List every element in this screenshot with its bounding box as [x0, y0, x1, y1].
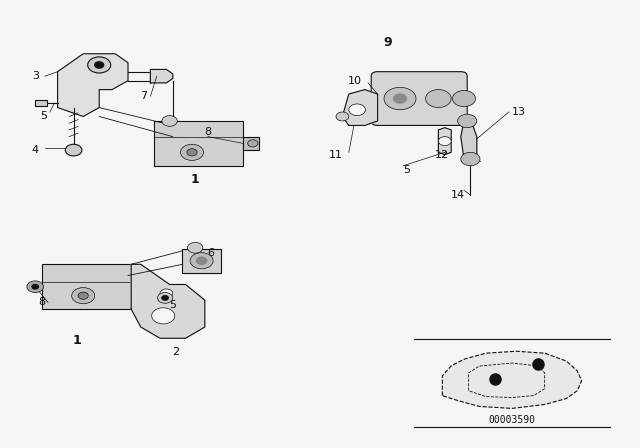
Polygon shape: [131, 264, 205, 338]
Bar: [35, 100, 47, 106]
Text: 11: 11: [329, 150, 343, 159]
Circle shape: [190, 253, 213, 269]
Text: 14: 14: [451, 190, 465, 200]
Text: 1: 1: [191, 172, 200, 186]
Circle shape: [394, 94, 406, 103]
Circle shape: [349, 104, 365, 116]
Bar: [243, 137, 259, 150]
Text: 5: 5: [170, 300, 176, 310]
Text: 1: 1: [72, 334, 81, 347]
Text: 3: 3: [32, 71, 38, 81]
Polygon shape: [461, 119, 477, 161]
Circle shape: [452, 90, 476, 107]
Circle shape: [65, 144, 82, 156]
Text: 8: 8: [204, 127, 212, 137]
Circle shape: [88, 57, 111, 73]
Circle shape: [78, 292, 88, 299]
Text: 9: 9: [383, 36, 392, 49]
Text: 6: 6: [208, 248, 214, 258]
Circle shape: [160, 289, 173, 298]
Circle shape: [458, 114, 477, 128]
FancyBboxPatch shape: [42, 264, 131, 309]
Text: 10: 10: [348, 76, 362, 86]
Circle shape: [95, 62, 104, 68]
FancyBboxPatch shape: [154, 121, 243, 166]
Circle shape: [196, 257, 207, 264]
Text: 8: 8: [38, 297, 45, 307]
FancyBboxPatch shape: [371, 72, 467, 125]
Circle shape: [187, 149, 197, 156]
Circle shape: [248, 140, 258, 147]
Circle shape: [72, 288, 95, 304]
Circle shape: [426, 90, 451, 108]
Circle shape: [188, 242, 203, 253]
Circle shape: [157, 293, 173, 303]
Text: 5: 5: [403, 165, 410, 175]
Circle shape: [438, 137, 451, 146]
Text: 13: 13: [511, 107, 525, 117]
Polygon shape: [150, 69, 173, 83]
Text: 4: 4: [31, 145, 39, 155]
Circle shape: [336, 112, 349, 121]
Circle shape: [180, 144, 204, 160]
Circle shape: [162, 116, 177, 126]
Text: 12: 12: [435, 150, 449, 159]
Circle shape: [461, 152, 480, 166]
Text: 7: 7: [140, 91, 148, 101]
Circle shape: [162, 296, 168, 300]
Polygon shape: [342, 90, 378, 125]
Circle shape: [27, 281, 44, 293]
Text: 5: 5: [40, 112, 47, 121]
Circle shape: [384, 87, 416, 110]
Circle shape: [152, 308, 175, 324]
Polygon shape: [58, 54, 128, 116]
Text: 2: 2: [172, 347, 180, 357]
Polygon shape: [438, 128, 451, 155]
Circle shape: [32, 284, 38, 289]
FancyBboxPatch shape: [182, 249, 221, 273]
